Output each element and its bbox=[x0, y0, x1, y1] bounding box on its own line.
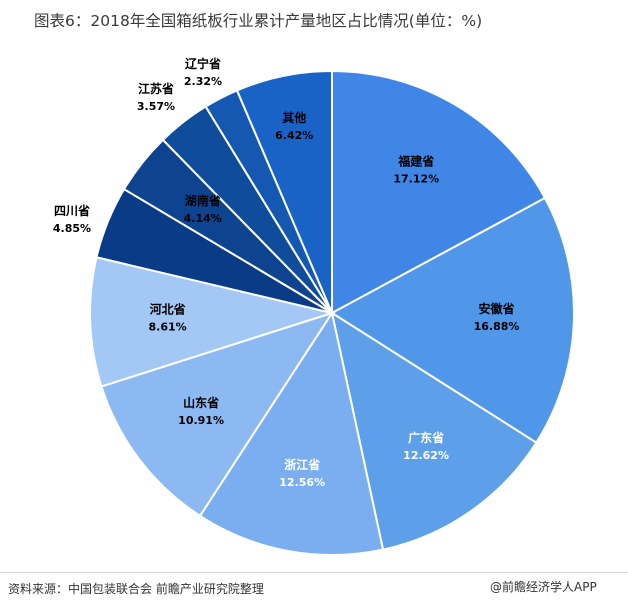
slice-value-label: 12.62% bbox=[403, 449, 449, 462]
slice-label: 江苏省 bbox=[138, 81, 174, 96]
slice-value-label: 12.56% bbox=[279, 476, 325, 489]
slice-label: 浙江省 bbox=[284, 457, 320, 472]
slice-value-label: 4.14% bbox=[184, 212, 222, 225]
slice-value-label: 3.57% bbox=[137, 100, 175, 113]
pie-slice bbox=[330, 310, 538, 551]
pie-slice bbox=[198, 310, 385, 556]
slice-value-label: 4.85% bbox=[53, 222, 91, 235]
slice-value-label: 10.91% bbox=[178, 414, 224, 427]
slice-label: 湖南省 bbox=[185, 193, 221, 208]
pie-slice bbox=[89, 256, 336, 388]
slice-label: 辽宁省 bbox=[185, 56, 221, 71]
slice-value-label: 8.61% bbox=[149, 320, 187, 333]
slice-value-label: 6.42% bbox=[275, 129, 313, 142]
slice-label: 福建省 bbox=[397, 154, 434, 169]
pie-slices bbox=[89, 69, 575, 556]
slice-label: 其他 bbox=[282, 110, 306, 125]
slice-value-label: 17.12% bbox=[393, 173, 439, 186]
pie-chart: 福建省 17.12% 安徽省 16.88% 广东省 12.62% 浙江省 12.56% 山东省 1… bbox=[53, 56, 575, 556]
slice-label: 四川省 bbox=[54, 203, 90, 218]
pie-slice bbox=[330, 196, 575, 445]
slice-label: 广东省 bbox=[408, 430, 444, 445]
footer-divider bbox=[0, 572, 628, 573]
pie-slice bbox=[235, 69, 333, 314]
watermark-text: @前瞻经济学人APP bbox=[490, 580, 597, 594]
source-note: 资料来源：中国包装联合会 前瞻产业研究院整理 bbox=[8, 582, 264, 596]
chart-title: 图表6：2018年全国箱纸板行业累计产量地区占比情况(单位：%) bbox=[34, 12, 483, 30]
slice-value-label: 2.32% bbox=[184, 75, 222, 88]
pie-slice bbox=[100, 311, 335, 518]
pie-slice bbox=[331, 69, 547, 315]
slice-label: 河北省 bbox=[149, 301, 186, 316]
pie-labels: 福建省 17.12% 安徽省 16.88% 广东省 12.62% 浙江省 12.56% 山东省 1… bbox=[53, 56, 520, 489]
slice-value-label: 16.88% bbox=[474, 320, 520, 333]
slice-label: 山东省 bbox=[183, 395, 219, 410]
slice-label: 安徽省 bbox=[478, 301, 514, 316]
